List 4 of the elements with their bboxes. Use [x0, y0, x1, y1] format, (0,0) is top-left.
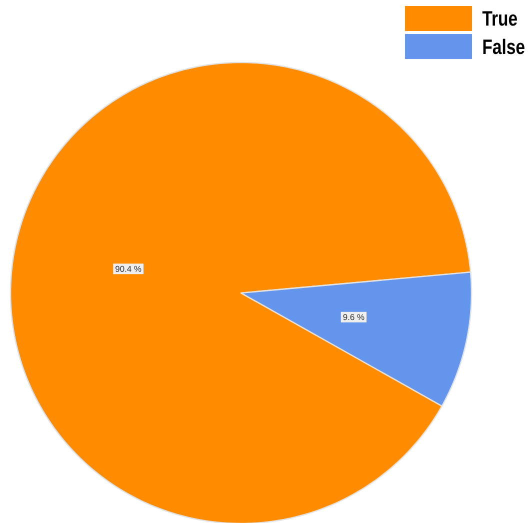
data-label: 90.4 %	[116, 266, 142, 272]
data-label: 9.6 %	[343, 314, 364, 320]
slice-label: True	[482, 11, 517, 26]
legend-label: False	[483, 38, 524, 54]
